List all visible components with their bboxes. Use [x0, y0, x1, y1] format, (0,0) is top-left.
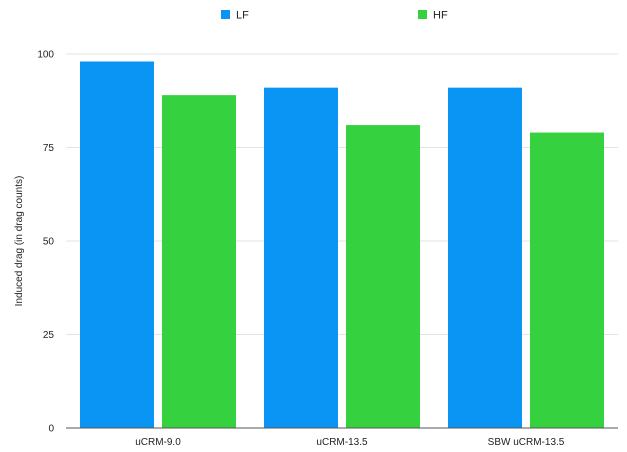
y-tick-label: 50: [43, 237, 55, 248]
y-tick-label: 100: [37, 50, 54, 61]
y-tick-label: 75: [43, 143, 55, 154]
x-tick-label: SBW uCRM-13.5: [488, 437, 565, 448]
bar-hf-1: [346, 125, 420, 428]
y-axis-title: Induced drag (in drag counts): [14, 176, 25, 307]
legend: LF HF: [221, 10, 448, 22]
bars: [80, 61, 604, 429]
y-tick-label: 0: [48, 424, 54, 435]
y-axis-ticks: 0 25 50 75 100: [37, 50, 54, 435]
x-tick-label: uCRM-13.5: [316, 437, 368, 448]
legend-swatch-hf: [418, 10, 427, 19]
bar-hf-2: [530, 132, 604, 429]
gridlines: [66, 53, 618, 335]
y-tick-label: 25: [43, 330, 55, 341]
legend-swatch-lf: [221, 10, 230, 19]
bar-hf-0: [162, 95, 236, 428]
bar-lf-0: [80, 61, 154, 428]
x-tick-label: uCRM-9.0: [135, 437, 181, 448]
x-axis-ticks: uCRM-9.0 uCRM-13.5 SBW uCRM-13.5: [135, 437, 565, 448]
bar-lf-1: [264, 87, 338, 428]
legend-label-hf: HF: [433, 10, 448, 22]
bar-lf-2: [448, 87, 522, 428]
legend-label-lf: LF: [236, 10, 249, 22]
